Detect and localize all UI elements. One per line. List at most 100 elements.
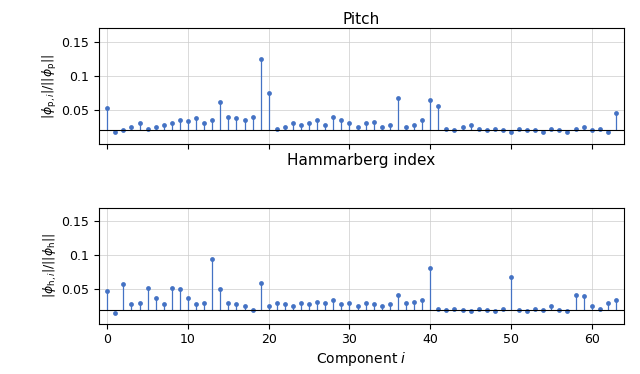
Point — [474, 306, 484, 312]
Point — [248, 114, 258, 120]
Point — [344, 120, 355, 126]
Point — [377, 303, 387, 309]
Point — [118, 281, 129, 287]
Point — [159, 301, 169, 307]
Point — [191, 115, 201, 121]
Point — [563, 308, 573, 314]
Point — [255, 56, 266, 62]
Point — [360, 300, 371, 306]
Point — [223, 300, 234, 306]
Point — [554, 307, 564, 313]
Point — [110, 310, 120, 316]
Point — [530, 306, 540, 312]
Point — [498, 127, 508, 133]
Point — [126, 301, 136, 307]
Point — [134, 120, 145, 126]
Title: Pitch: Pitch — [343, 12, 380, 27]
Point — [441, 307, 451, 313]
Point — [401, 300, 411, 306]
Point — [312, 117, 323, 123]
Point — [175, 286, 185, 292]
Point — [360, 120, 371, 126]
Point — [514, 126, 524, 132]
Y-axis label: $|\phi_{\mathrm{p},i}|/||\phi_{\mathrm{p}}||$: $|\phi_{\mathrm{p},i}|/||\phi_{\mathrm{p… — [41, 53, 59, 119]
Point — [369, 119, 379, 125]
Point — [231, 301, 241, 307]
Point — [183, 119, 193, 125]
Point — [199, 120, 209, 126]
X-axis label: Component $i$: Component $i$ — [316, 350, 407, 368]
Point — [498, 306, 508, 312]
Point — [272, 300, 282, 306]
Point — [328, 297, 339, 303]
Point — [417, 297, 428, 303]
Point — [587, 127, 597, 133]
Point — [595, 126, 605, 132]
Point — [248, 307, 258, 313]
Point — [482, 307, 492, 313]
Point — [377, 124, 387, 130]
Point — [490, 308, 500, 314]
Point — [167, 285, 177, 291]
Point — [288, 120, 298, 126]
Point — [353, 303, 363, 309]
Point — [255, 280, 266, 286]
Point — [159, 122, 169, 128]
Point — [150, 295, 161, 301]
Point — [102, 288, 113, 294]
Point — [215, 99, 225, 105]
Point — [579, 124, 589, 130]
Point — [401, 124, 411, 130]
Point — [425, 265, 435, 271]
Point — [546, 126, 556, 132]
Point — [134, 300, 145, 306]
Point — [239, 117, 250, 123]
Point — [239, 303, 250, 309]
Point — [506, 129, 516, 135]
Point — [353, 124, 363, 130]
Point — [183, 295, 193, 301]
Point — [563, 129, 573, 135]
Point — [304, 301, 314, 307]
Point — [449, 127, 460, 133]
Point — [191, 301, 201, 307]
Point — [207, 117, 218, 123]
Point — [458, 307, 468, 313]
Point — [207, 256, 218, 262]
Point — [611, 110, 621, 116]
Point — [336, 117, 346, 123]
Point — [393, 292, 403, 298]
Point — [143, 285, 153, 291]
Point — [449, 306, 460, 312]
Point — [490, 126, 500, 132]
X-axis label: Hammarberg index: Hammarberg index — [287, 153, 436, 168]
Point — [465, 122, 476, 128]
Point — [522, 308, 532, 314]
Point — [603, 129, 613, 135]
Point — [328, 114, 339, 120]
Point — [272, 126, 282, 132]
Point — [603, 300, 613, 306]
Point — [280, 301, 290, 307]
Point — [538, 307, 548, 313]
Point — [369, 301, 379, 307]
Point — [320, 300, 330, 306]
Point — [288, 303, 298, 309]
Point — [199, 300, 209, 306]
Point — [126, 124, 136, 130]
Y-axis label: $|\phi_{\mathrm{h},i}|/||\phi_{\mathrm{h}}||$: $|\phi_{\mathrm{h},i}|/||\phi_{\mathrm{h… — [42, 233, 59, 298]
Point — [611, 297, 621, 303]
Point — [441, 126, 451, 132]
Point — [336, 301, 346, 307]
Point — [296, 300, 306, 306]
Point — [538, 129, 548, 135]
Point — [458, 124, 468, 130]
Point — [514, 307, 524, 313]
Point — [433, 306, 444, 312]
Point — [102, 105, 113, 111]
Point — [522, 127, 532, 133]
Point — [312, 299, 323, 305]
Point — [409, 299, 419, 305]
Point — [320, 122, 330, 128]
Point — [385, 301, 395, 307]
